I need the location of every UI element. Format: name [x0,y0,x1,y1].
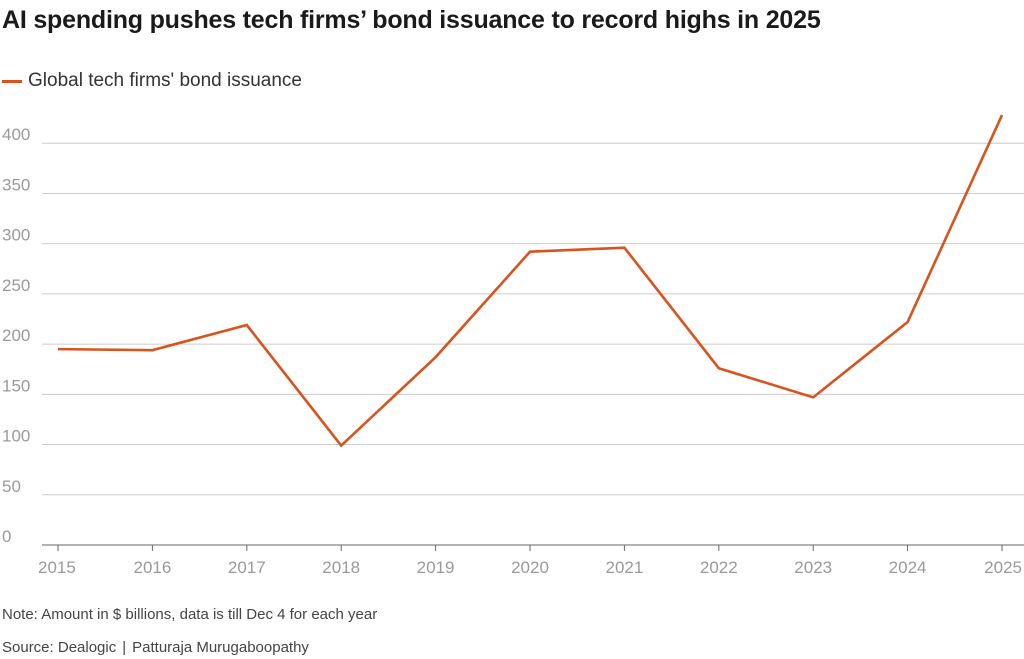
x-tick-label: 2016 [133,558,171,577]
legend-swatch [2,79,22,83]
legend: Global tech firms' bond issuance [2,70,302,92]
chart-note: Note: Amount in $ billions, data is till… [2,606,378,623]
chart-source: Source: Dealogic | Patturaja Murugaboopath… [2,639,309,656]
y-tick-label: 50 [2,477,21,496]
series-line [57,114,1004,448]
line-chart: 0 50 100 150 200 250 300 350 400 2015 2016 2017 2018… [2,114,1024,577]
x-tick-label: 2018 [322,558,360,577]
author-text: Patturaja Murugaboopathy [132,639,309,656]
source-separator: | [122,639,127,656]
source-text: Source: Dealogic [2,639,117,656]
x-tick-label: 2017 [228,558,266,577]
y-tick-label: 0 [2,527,11,546]
y-tick-label: 100 [2,427,30,446]
x-tick-label: 2023 [794,558,832,577]
x-tick-label: 2022 [700,558,738,577]
chart-title: AI spending pushes tech firms’ bond issu… [2,6,821,34]
x-tick-label: 2019 [417,558,455,577]
y-tick-label: 300 [2,226,30,245]
x-tick-label: 2015 [38,558,76,577]
y-tick-label: 350 [2,175,30,194]
x-tick-label: 2021 [605,558,643,577]
y-tick-label: 150 [2,376,30,395]
x-tick-label: 2020 [511,558,549,577]
x-tick-label: 2024 [889,558,927,577]
y-tick-label: 200 [2,326,30,345]
y-tick-label: 400 [2,125,30,144]
y-tick-label: 250 [2,276,30,295]
x-tick-label: 2025 [984,558,1022,577]
legend-label: Global tech firms' bond issuance [28,70,302,91]
